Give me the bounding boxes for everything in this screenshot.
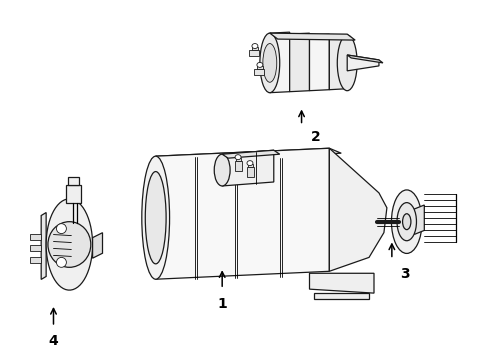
Ellipse shape bbox=[263, 44, 277, 82]
Polygon shape bbox=[30, 234, 41, 239]
Polygon shape bbox=[93, 233, 102, 258]
Polygon shape bbox=[156, 148, 329, 279]
Polygon shape bbox=[329, 148, 387, 271]
Text: 1: 1 bbox=[217, 297, 227, 311]
Polygon shape bbox=[415, 205, 424, 234]
Ellipse shape bbox=[247, 161, 253, 166]
Ellipse shape bbox=[397, 203, 416, 241]
Polygon shape bbox=[315, 293, 369, 299]
Polygon shape bbox=[46, 199, 93, 290]
Text: 2: 2 bbox=[311, 130, 320, 144]
Ellipse shape bbox=[142, 156, 170, 279]
Ellipse shape bbox=[145, 172, 166, 264]
Ellipse shape bbox=[214, 154, 230, 186]
Polygon shape bbox=[235, 161, 242, 171]
Polygon shape bbox=[270, 32, 290, 93]
Polygon shape bbox=[69, 177, 79, 185]
Polygon shape bbox=[254, 69, 264, 75]
Polygon shape bbox=[252, 47, 258, 50]
Polygon shape bbox=[347, 55, 383, 63]
Ellipse shape bbox=[403, 214, 411, 230]
Ellipse shape bbox=[260, 33, 280, 93]
Polygon shape bbox=[222, 150, 274, 186]
Ellipse shape bbox=[392, 190, 422, 253]
Polygon shape bbox=[30, 246, 41, 251]
Ellipse shape bbox=[257, 62, 263, 67]
Polygon shape bbox=[247, 167, 254, 177]
Polygon shape bbox=[236, 158, 241, 161]
Polygon shape bbox=[310, 34, 329, 91]
Polygon shape bbox=[66, 185, 81, 203]
Polygon shape bbox=[249, 50, 259, 56]
Ellipse shape bbox=[56, 257, 66, 267]
Text: 4: 4 bbox=[49, 334, 58, 348]
Ellipse shape bbox=[48, 222, 91, 267]
Polygon shape bbox=[248, 164, 253, 167]
Ellipse shape bbox=[56, 224, 66, 234]
Polygon shape bbox=[270, 33, 355, 40]
Text: 3: 3 bbox=[400, 267, 410, 281]
Ellipse shape bbox=[337, 35, 357, 91]
Ellipse shape bbox=[235, 155, 241, 159]
Polygon shape bbox=[310, 273, 374, 293]
Polygon shape bbox=[329, 35, 347, 90]
Polygon shape bbox=[30, 257, 41, 264]
Polygon shape bbox=[156, 148, 341, 161]
Polygon shape bbox=[222, 150, 280, 158]
Polygon shape bbox=[347, 55, 379, 71]
Polygon shape bbox=[290, 33, 310, 92]
Polygon shape bbox=[257, 66, 263, 69]
Ellipse shape bbox=[252, 44, 258, 49]
Polygon shape bbox=[41, 212, 46, 279]
